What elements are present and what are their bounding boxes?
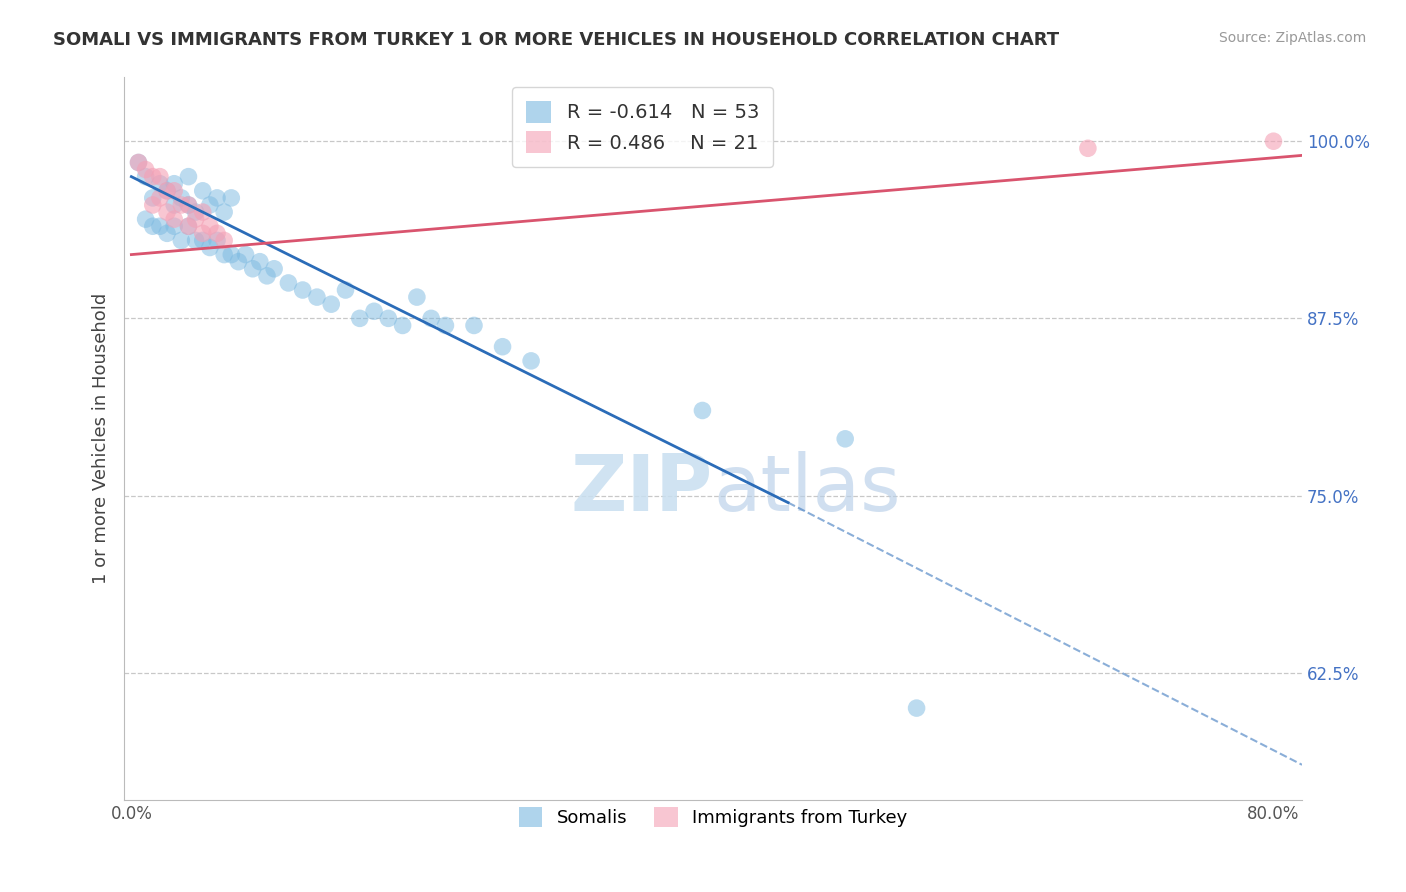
Point <box>142 219 165 234</box>
Point <box>198 219 221 234</box>
Point <box>163 212 186 227</box>
Point <box>170 191 193 205</box>
Point <box>184 212 207 227</box>
Point <box>205 227 228 241</box>
Point <box>520 354 543 368</box>
Point <box>156 184 179 198</box>
Point <box>463 318 485 333</box>
Point <box>177 198 200 212</box>
Point <box>177 219 200 234</box>
Point <box>263 261 285 276</box>
Point <box>156 205 179 219</box>
Point <box>198 240 221 254</box>
Point <box>291 283 314 297</box>
Point <box>391 318 413 333</box>
Text: ZIP: ZIP <box>571 451 713 527</box>
Point <box>149 191 172 205</box>
Point <box>128 155 150 169</box>
Point <box>184 205 207 219</box>
Point <box>142 169 165 184</box>
Point <box>191 205 214 219</box>
Point <box>177 198 200 212</box>
Point <box>142 198 165 212</box>
Point <box>149 177 172 191</box>
Point <box>163 198 186 212</box>
Point <box>128 155 150 169</box>
Point <box>191 184 214 198</box>
Point <box>149 219 172 234</box>
Point <box>349 311 371 326</box>
Point <box>177 169 200 184</box>
Point <box>335 283 357 297</box>
Text: atlas: atlas <box>713 451 901 527</box>
Point <box>491 340 513 354</box>
Point <box>1263 134 1285 148</box>
Point <box>135 162 157 177</box>
Point <box>184 234 207 248</box>
Legend: Somalis, Immigrants from Turkey: Somalis, Immigrants from Turkey <box>512 800 915 835</box>
Point <box>242 261 264 276</box>
Point <box>156 227 179 241</box>
Point <box>191 227 214 241</box>
Point <box>228 254 250 268</box>
Point <box>149 169 172 184</box>
Text: Source: ZipAtlas.com: Source: ZipAtlas.com <box>1219 31 1367 45</box>
Point <box>692 403 714 417</box>
Point <box>377 311 399 326</box>
Y-axis label: 1 or more Vehicles in Household: 1 or more Vehicles in Household <box>93 293 110 584</box>
Point <box>212 205 235 219</box>
Point <box>434 318 457 333</box>
Point <box>170 198 193 212</box>
Point <box>420 311 443 326</box>
Point <box>834 432 856 446</box>
Point <box>221 191 243 205</box>
Text: SOMALI VS IMMIGRANTS FROM TURKEY 1 OR MORE VEHICLES IN HOUSEHOLD CORRELATION CHA: SOMALI VS IMMIGRANTS FROM TURKEY 1 OR MO… <box>53 31 1060 49</box>
Point <box>156 184 179 198</box>
Point <box>135 212 157 227</box>
Point <box>177 219 200 234</box>
Point <box>198 198 221 212</box>
Point <box>277 276 299 290</box>
Point <box>135 169 157 184</box>
Point <box>163 177 186 191</box>
Point <box>212 234 235 248</box>
Point <box>305 290 328 304</box>
Point <box>221 247 243 261</box>
Point <box>191 234 214 248</box>
Point <box>163 184 186 198</box>
Point <box>235 247 257 261</box>
Point <box>406 290 429 304</box>
Point <box>363 304 385 318</box>
Point <box>142 191 165 205</box>
Point <box>321 297 343 311</box>
Point <box>212 247 235 261</box>
Point <box>249 254 271 268</box>
Point <box>256 268 278 283</box>
Point <box>163 219 186 234</box>
Point <box>205 191 228 205</box>
Point <box>905 701 928 715</box>
Point <box>170 234 193 248</box>
Point <box>205 234 228 248</box>
Point <box>1077 141 1099 155</box>
